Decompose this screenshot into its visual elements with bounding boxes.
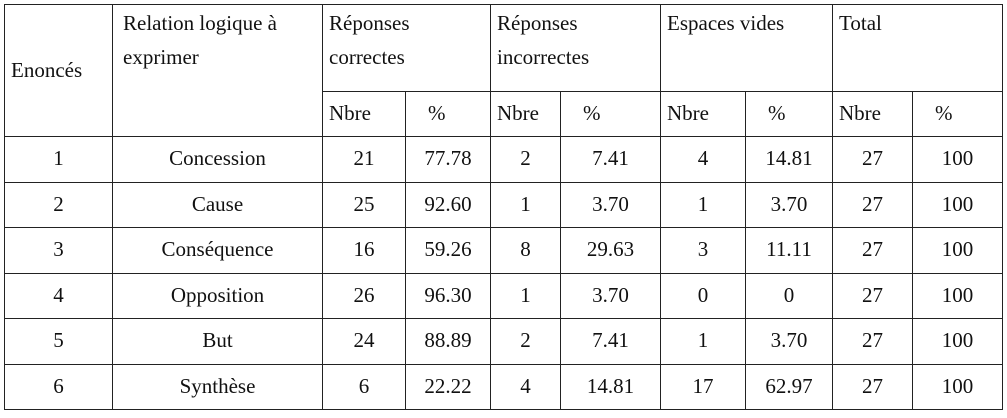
data-cell: 26 [322,272,406,319]
table-body: Enoncés Relation logique à exprimer Répo… [4,4,1004,410]
data-cell: 100 [912,272,1004,319]
data-cell: 16 [322,227,406,274]
group-header: Réponses incorrectes [489,4,662,92]
data-cell: 4 [490,363,561,410]
data-cell: 3 [4,227,113,274]
header-cell: Enoncés [4,4,113,137]
data-cell: 62.97 [745,363,834,410]
data-cell: 29.63 [559,227,662,274]
data-row: 1 Concession 21 77.78 2 7.41 4 14.81 27 100 [4,136,1004,183]
data-cell: Concession [112,136,323,183]
data-cell: 27 [832,136,914,183]
data-cell: 88.89 [405,318,491,365]
data-cell: 27 [832,272,914,319]
data-cell: 1 [490,181,561,228]
data-cell: 0 [745,272,834,319]
data-cell: 24 [322,318,406,365]
data-row: 2 Cause 25 92.60 1 3.70 1 3.70 27 100 [4,181,1004,228]
data-cell: 7.41 [559,136,662,183]
data-cell: 59.26 [405,227,491,274]
data-cell: 77.78 [405,136,491,183]
data-row: 6 Synthèse 6 22.22 4 14.81 17 62.97 27 100 [4,363,1004,410]
group-header: Total [832,4,1004,92]
data-row: 4 Opposition 26 96.30 1 3.70 0 0 27 100 [4,272,1004,319]
data-cell: 92.60 [405,181,491,228]
data-cell: 22.22 [405,363,491,410]
data-cell: 3.70 [745,181,834,228]
data-cell: 27 [832,363,914,410]
data-cell: 6 [4,363,113,410]
subheader: % [405,91,491,137]
data-cell: 8 [490,227,561,274]
data-cell: 14.81 [745,136,834,183]
results-table: Enoncés Relation logique à exprimer Répo… [4,4,1004,410]
data-row: 3 Conséquence 16 59.26 8 29.63 3 11.11 27 100 [4,227,1004,274]
data-cell: 5 [4,318,113,365]
data-cell: 1 [660,181,747,228]
data-cell: 100 [912,227,1004,274]
data-cell: 17 [660,363,747,410]
subheader-row: Nbre% Nbre% Nbre% Nbre% [5,91,1004,137]
data-cell: 27 [832,181,914,228]
subheader: Nbre [322,91,406,137]
data-cell: 0 [660,272,747,319]
data-cell: 2 [490,318,561,365]
data-cell: 100 [912,318,1004,365]
data-cell: 25 [322,181,406,228]
data-cell: 4 [660,136,747,183]
data-cell: Conséquence [112,227,323,274]
data-cell: 3 [660,227,747,274]
group-header: Espaces vides [660,4,834,92]
subheader: Nbre [832,91,914,137]
data-cell: 1 [4,136,113,183]
data-cell: 3.70 [559,181,662,228]
subheader: % [912,91,1004,137]
data-cell: Synthèse [112,363,323,410]
data-cell: Opposition [112,272,323,319]
data-cell: 3.70 [559,272,662,319]
data-cell: 11.11 [745,227,834,274]
data-cell: 21 [322,136,406,183]
header-cell: Relation logique à exprimer [112,4,323,137]
data-cell: 1 [490,272,561,319]
data-cell: Cause [112,181,323,228]
data-cell: 1 [660,318,747,365]
data-cell: 27 [832,318,914,365]
data-cell: 27 [832,227,914,274]
data-cell: 14.81 [559,363,662,410]
subheader: Nbre [490,91,561,137]
data-row: 5 But 24 88.89 2 7.41 1 3.70 27 100 [4,318,1004,365]
data-cell: 6 [322,363,406,410]
data-cell: 4 [4,272,113,319]
subheader: % [745,91,834,137]
data-cell: 7.41 [559,318,662,365]
data-cell: 3.70 [745,318,834,365]
data-cell: 2 [490,136,561,183]
data-cell: But [112,318,323,365]
data-cell: 96.30 [405,272,491,319]
data-cell: 2 [4,181,113,228]
data-cell: 100 [912,136,1004,183]
header-row: Enoncés Relation logique à exprimer Répo… [4,4,1004,137]
subheader: Nbre [660,91,747,137]
data-cell: 100 [912,181,1004,228]
group-header: Réponses correctes [322,4,491,92]
subheader: % [559,91,662,137]
data-cell: 100 [912,363,1004,410]
